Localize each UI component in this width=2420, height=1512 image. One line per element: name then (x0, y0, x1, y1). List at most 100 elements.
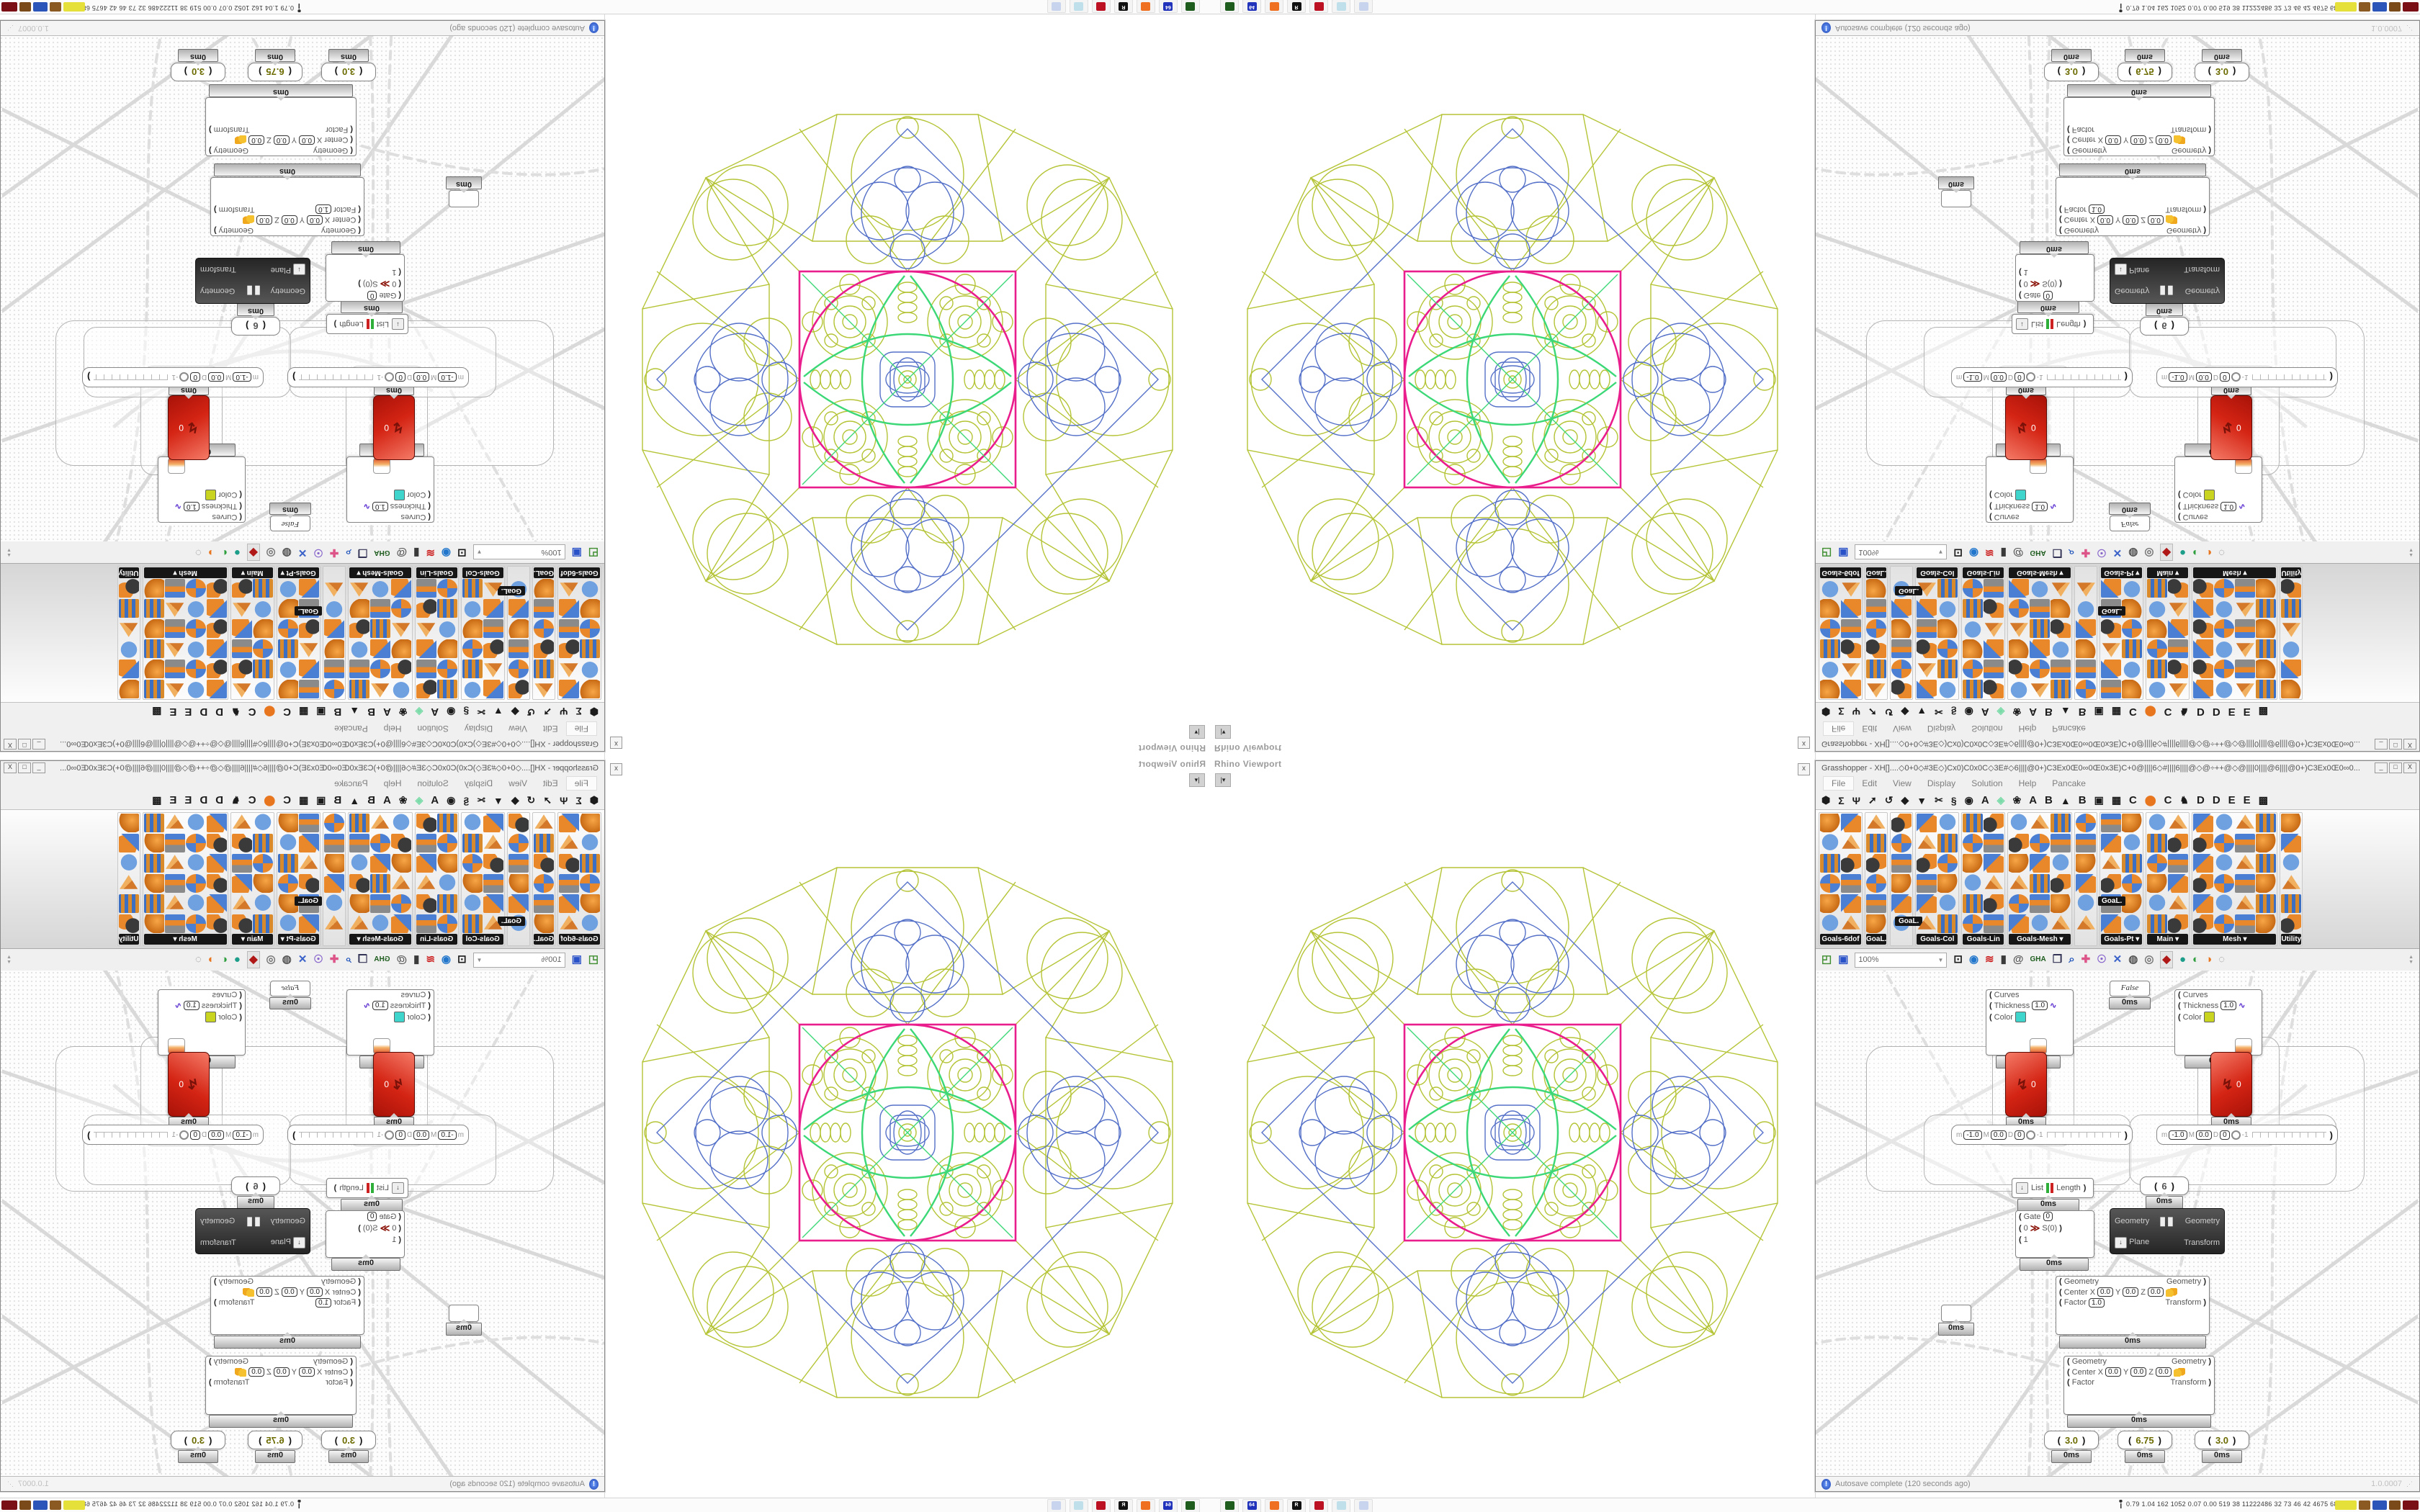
tab-mesh[interactable]: ▼ (493, 706, 503, 718)
save-file-icon[interactable]: ▣ (571, 953, 582, 966)
tab-curve[interactable]: ↺ (1884, 794, 1894, 806)
tab-mesh[interactable]: ▼ (493, 794, 503, 806)
component-icon[interactable] (2030, 834, 2051, 852)
rings-icon[interactable]: ◎ (266, 953, 276, 966)
menu-edit[interactable]: Edit (1862, 778, 1878, 788)
component-icon[interactable] (508, 660, 529, 678)
component-icon[interactable] (119, 619, 139, 638)
slider-knob[interactable] (385, 372, 395, 382)
draw-flame-icon[interactable]: ≋ (1985, 546, 1994, 559)
component-icon[interactable] (2214, 619, 2235, 638)
component-icon[interactable] (534, 834, 554, 852)
component-icon[interactable] (143, 639, 164, 658)
component-icon[interactable] (483, 834, 503, 852)
component-icon[interactable] (1820, 660, 1840, 678)
component-icon[interactable] (1841, 854, 1861, 873)
tab-transform[interactable]: § (1950, 706, 1957, 718)
component-icon[interactable] (2281, 660, 2302, 678)
error-node[interactable]: ↯ 0 (168, 1052, 210, 1117)
toolbar-scroll-icon[interactable]: ▲ ▼ (6, 547, 12, 557)
component-icon[interactable] (416, 914, 436, 933)
component-icon[interactable] (534, 874, 554, 893)
component-icon[interactable] (483, 660, 503, 678)
cross-arrows-icon[interactable]: ✕ (2112, 953, 2123, 966)
component-icon[interactable] (1937, 599, 1958, 618)
tab-params[interactable]: ⬢ (1821, 794, 1831, 806)
tab-leaf[interactable]: ◈ (415, 706, 424, 718)
component-icon[interactable] (185, 914, 206, 933)
component-icon[interactable] (2009, 854, 2030, 873)
tab-d1[interactable]: D (2196, 706, 2205, 718)
tab-b2[interactable]: B (2078, 706, 2087, 718)
component-icon[interactable] (2101, 874, 2122, 893)
component-icon[interactable] (349, 854, 369, 873)
component-icon[interactable] (1963, 914, 1984, 933)
tab-mesh[interactable]: ▼ (1917, 794, 1927, 806)
panel-close-icon[interactable]: x (610, 737, 622, 749)
gem-icon[interactable]: ◆ (247, 951, 260, 968)
component-icon[interactable] (436, 680, 457, 698)
component-icon[interactable] (2193, 680, 2214, 698)
component-icon[interactable] (1891, 874, 1912, 893)
tab-params[interactable]: ⬢ (589, 706, 599, 718)
tray-blue-icon[interactable] (33, 2, 48, 12)
resize-grip-icon[interactable]: ⋰ (6, 24, 14, 32)
component-icon[interactable] (323, 599, 344, 618)
component-icon[interactable] (436, 894, 457, 913)
component-icon[interactable] (2256, 814, 2277, 832)
component-icon[interactable] (2051, 854, 2071, 873)
menu-solution[interactable]: Solution (1971, 778, 2003, 788)
menu-view[interactable]: View (508, 778, 527, 788)
component-icon[interactable] (390, 579, 411, 598)
component-icon[interactable] (2256, 579, 2277, 598)
component-icon[interactable] (534, 814, 554, 832)
tab-vector[interactable]: ➚ (1868, 706, 1877, 718)
tab-mountain[interactable]: ▲ (349, 794, 360, 806)
tray-darkred-icon[interactable] (1, 1500, 17, 1510)
component-icon[interactable] (2256, 874, 2277, 893)
palette-group-label[interactable]: Mesh ▾ (2193, 567, 2277, 578)
component-icon[interactable] (2122, 834, 2143, 852)
component-icon[interactable] (206, 619, 227, 638)
component-icon[interactable] (2122, 854, 2143, 873)
component-icon[interactable] (298, 619, 319, 638)
palette-group-label[interactable]: GoaL. (1866, 567, 1887, 578)
lasso-icon[interactable]: ◌ (2218, 953, 2226, 966)
firefox-icon[interactable] (1265, 1498, 1283, 1512)
component-icon[interactable] (277, 854, 298, 873)
tray-yellow-icon[interactable] (2335, 2, 2357, 12)
tab-transform[interactable]: § (463, 794, 470, 806)
notepad-icon[interactable] (1070, 0, 1088, 14)
component-icon[interactable] (559, 834, 579, 852)
component-icon[interactable] (580, 639, 600, 658)
tab-a1[interactable]: A (1981, 794, 1989, 806)
component-icon[interactable] (1984, 579, 2004, 598)
tab-a2[interactable]: A (2029, 706, 2038, 718)
component-icon[interactable] (2122, 639, 2143, 658)
component-icon[interactable] (390, 894, 411, 913)
component-icon[interactable] (206, 660, 227, 678)
maximize-button[interactable]: □ (18, 762, 31, 773)
component-icon[interactable] (185, 680, 206, 698)
tab-dots[interactable]: ▩ (2258, 794, 2268, 806)
component-icon[interactable] (231, 619, 252, 638)
lasso-icon[interactable]: ◌ (2218, 546, 2226, 559)
toolbar-scroll-icon[interactable]: ▲ ▼ (6, 955, 12, 965)
component-icon[interactable] (349, 639, 369, 658)
component-icon[interactable] (369, 874, 390, 893)
component-icon[interactable] (390, 814, 411, 832)
component-icon[interactable] (1820, 854, 1840, 873)
component-icon[interactable] (2235, 639, 2255, 658)
tab-e1[interactable]: E (184, 794, 192, 806)
palette-group-label[interactable]: Goals-Pt ▾ (277, 567, 319, 578)
component-icon[interactable] (436, 619, 457, 638)
component-icon[interactable] (462, 579, 483, 598)
component-icon[interactable] (462, 834, 483, 852)
component-icon[interactable] (323, 814, 344, 832)
zoom-select[interactable]: 100% ▼ (1855, 952, 1948, 968)
component-icon[interactable] (436, 599, 457, 618)
menu-view[interactable]: View (1893, 724, 1912, 734)
menu-help[interactable]: Help (383, 778, 402, 788)
tab-d1[interactable]: D (215, 794, 224, 806)
